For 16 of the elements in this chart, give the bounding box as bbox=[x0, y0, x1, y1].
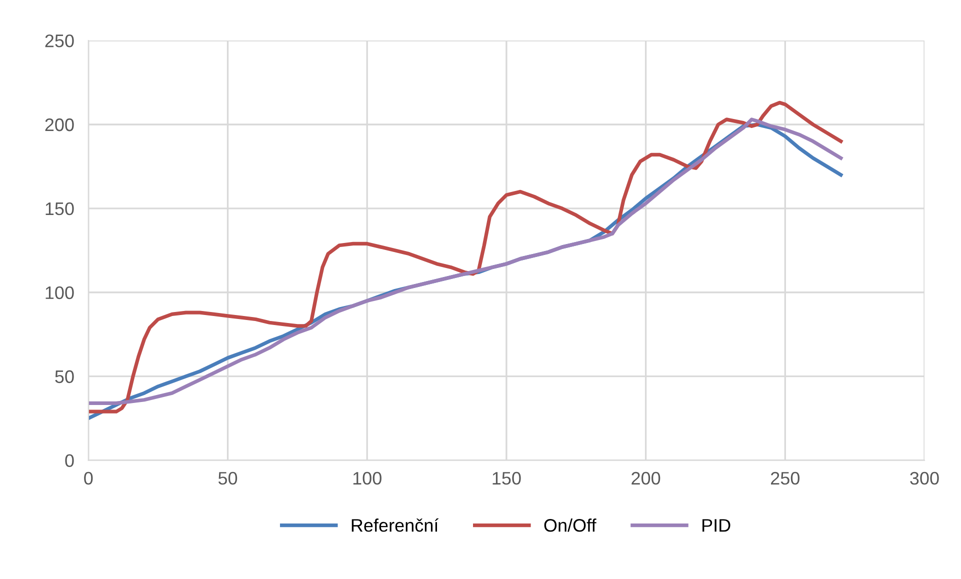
x-tick-label: 0 bbox=[84, 472, 93, 485]
y-tick-label: 50 bbox=[55, 370, 74, 384]
x-tick-label: 150 bbox=[492, 472, 521, 485]
x-tick-label: 200 bbox=[632, 472, 660, 485]
x-tick-label: 300 bbox=[910, 472, 939, 485]
y-tick-label: 200 bbox=[45, 118, 74, 132]
x-tick-label: 250 bbox=[770, 472, 800, 485]
y-tick-label: 150 bbox=[46, 202, 74, 216]
x-tick-label: 50 bbox=[218, 472, 238, 485]
x-tick-label: 100 bbox=[353, 472, 382, 485]
y-tick-label: 250 bbox=[45, 34, 74, 48]
legend-label: Referenční bbox=[352, 518, 439, 532]
legend-label: PID bbox=[702, 519, 730, 532]
y-tick-label: 100 bbox=[46, 286, 74, 300]
legend-label: On/Off bbox=[544, 518, 596, 532]
y-tick-label: 0 bbox=[65, 454, 74, 468]
